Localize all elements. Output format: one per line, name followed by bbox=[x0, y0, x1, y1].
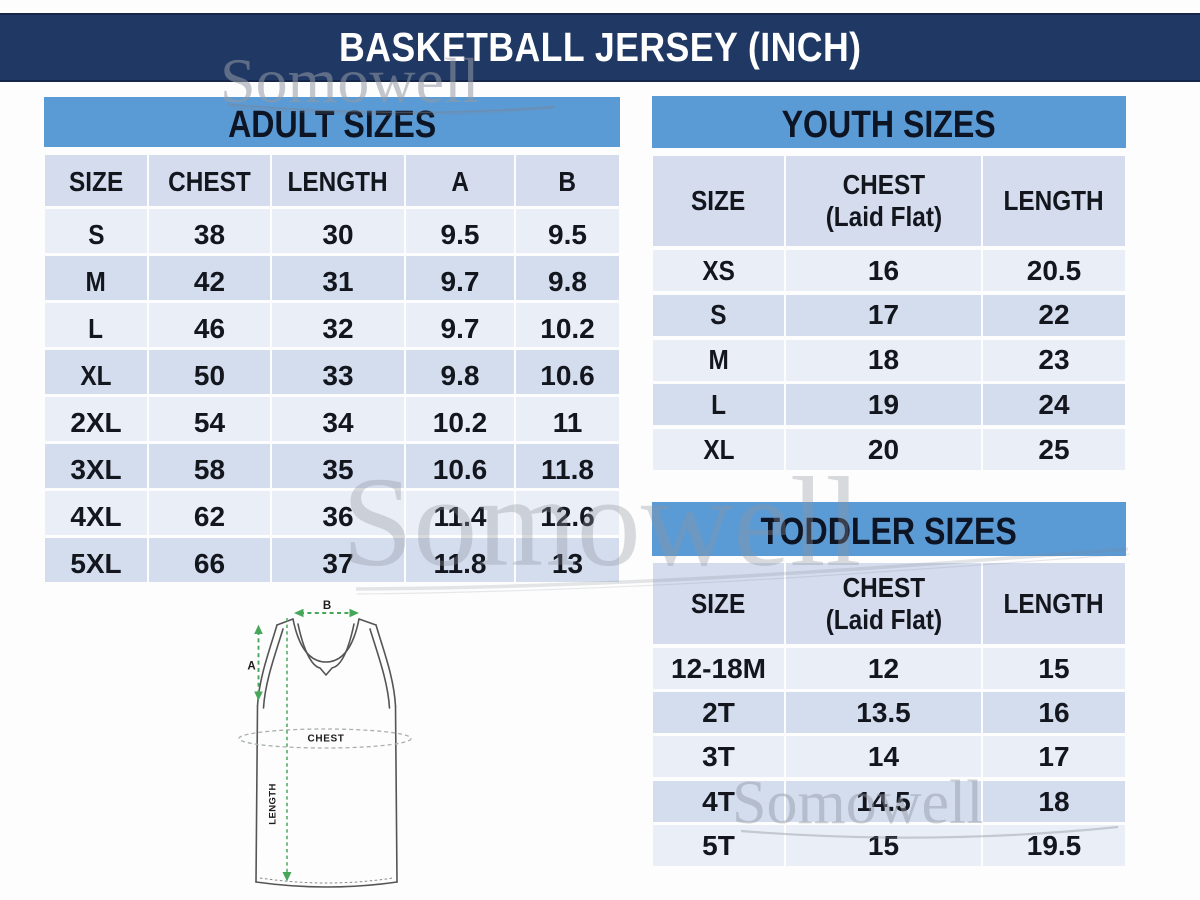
svg-text:CHEST: CHEST bbox=[308, 734, 345, 745]
svg-text:B: B bbox=[323, 600, 331, 612]
svg-text:A: A bbox=[247, 661, 255, 673]
svg-text:LENGTH: LENGTH bbox=[268, 783, 279, 824]
